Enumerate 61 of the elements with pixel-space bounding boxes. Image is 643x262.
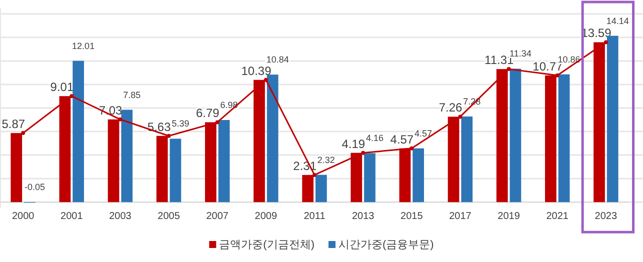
data-label: 10.39: [241, 64, 272, 78]
bar: [412, 148, 424, 202]
bar: [316, 174, 327, 202]
point: [118, 117, 122, 122]
data-label: 14.14: [606, 16, 629, 26]
x-tick-label: 2003: [109, 211, 132, 222]
data-label: 5.63: [147, 120, 172, 134]
bar: [364, 153, 376, 202]
point: [70, 94, 74, 98]
bar: [10, 133, 22, 202]
data-label: 4.57: [390, 132, 414, 146]
bar: [218, 120, 230, 202]
data-label: -0.05: [24, 182, 46, 192]
point: [264, 78, 268, 82]
point: [458, 114, 462, 119]
bar: [266, 74, 278, 202]
data-label: 10.86: [558, 54, 580, 64]
x-tick-label: 2000: [12, 211, 35, 222]
data-label: 12.01: [72, 40, 95, 51]
point: [506, 67, 511, 72]
point: [361, 150, 366, 155]
data-label: 6.98: [220, 100, 238, 110]
data-label: 5.39: [172, 118, 190, 129]
point: [215, 120, 220, 124]
point: [410, 146, 414, 150]
data-label: 4.57: [414, 128, 432, 138]
x-tick-label: 2013: [352, 211, 375, 222]
legend-label: 금액가중(기금전체): [219, 239, 314, 251]
x-tick-label: 2015: [400, 211, 424, 222]
data-label: 7.85: [123, 90, 141, 100]
data-label: 5.87: [2, 117, 26, 132]
x-tick-label: 2021: [546, 211, 569, 222]
data-label: 7.26: [438, 100, 463, 115]
point: [166, 134, 171, 138]
point: [604, 40, 608, 44]
bar: [302, 174, 314, 202]
x-tick-label: 2009: [254, 211, 278, 222]
x-tick-label: 2019: [498, 211, 520, 222]
bar: [461, 116, 473, 202]
bar: [558, 74, 570, 202]
x-tick-label: 2017: [449, 211, 472, 222]
bar: [510, 68, 522, 202]
data-label: 10.84: [266, 54, 289, 65]
data-label: 6.79: [196, 106, 220, 120]
data-label: 4.19: [342, 136, 366, 151]
bar: [170, 138, 182, 202]
point: [21, 131, 26, 136]
x-tick-label: 2011: [304, 211, 326, 222]
data-label: 11.34: [510, 48, 532, 59]
x-tick-label: 2007: [206, 211, 229, 222]
x-tick-label: 2001: [60, 211, 84, 222]
data-label: 4.16: [366, 133, 384, 144]
x-tick-label: 2023: [594, 211, 618, 222]
point: [555, 73, 560, 78]
point: [312, 172, 316, 177]
data-label: 2.32: [317, 154, 335, 165]
bar: [121, 110, 133, 202]
bar: [606, 36, 618, 202]
x-tick-label: 2005: [158, 211, 180, 222]
bar: [72, 60, 84, 202]
legend-label: 시간가중(금융부문): [338, 239, 434, 251]
